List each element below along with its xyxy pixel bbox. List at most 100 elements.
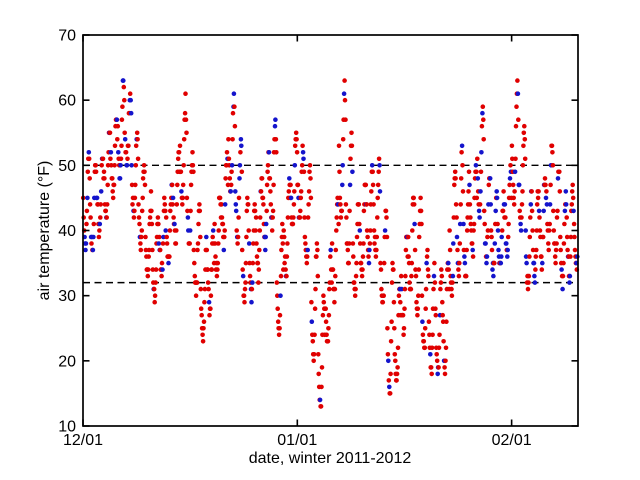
data-point (572, 247, 578, 253)
y-tick-label: 30 (58, 288, 76, 305)
data-point (153, 267, 159, 272)
data-point (277, 326, 282, 331)
data-point (412, 221, 417, 227)
data-point (429, 371, 435, 377)
data-point (87, 202, 93, 207)
data-point (460, 189, 466, 194)
data-point (98, 202, 103, 207)
data-point (421, 339, 427, 344)
data-point (128, 97, 133, 103)
data-point (364, 202, 370, 207)
data-point (527, 234, 533, 240)
data-point (360, 267, 365, 272)
data-point (208, 293, 214, 299)
data-point (188, 208, 193, 214)
data-point (198, 234, 203, 240)
data-point (526, 280, 531, 285)
data-point (99, 163, 104, 168)
data-point (429, 345, 435, 351)
data-point (167, 254, 172, 259)
y-tick-label: 40 (58, 223, 76, 240)
data-point (152, 299, 157, 305)
data-point (272, 123, 278, 129)
data-point (85, 195, 90, 201)
data-point (241, 293, 247, 299)
data-point (462, 254, 467, 259)
data-point (233, 202, 239, 207)
data-point (121, 84, 127, 90)
data-point (187, 228, 193, 233)
data-point (179, 189, 184, 194)
data-point (357, 241, 363, 246)
data-point (245, 202, 251, 207)
data-point (303, 241, 308, 246)
data-point (409, 260, 415, 266)
data-point (266, 150, 272, 155)
data-point (166, 260, 171, 266)
data-point (244, 234, 249, 240)
data-point (572, 234, 577, 240)
data-point (555, 208, 560, 214)
data-point (494, 189, 500, 194)
data-point (377, 189, 383, 194)
data-point (522, 123, 527, 129)
data-point (402, 306, 407, 312)
data-point (440, 319, 446, 325)
data-point (447, 228, 452, 233)
data-point (471, 221, 477, 227)
data-point (133, 143, 139, 149)
data-point (323, 319, 329, 325)
data-point (543, 195, 549, 201)
data-point (493, 208, 499, 214)
data-point (292, 143, 298, 149)
data-point (470, 254, 476, 259)
data-point (247, 273, 253, 279)
data-point (536, 189, 541, 194)
data-point (392, 326, 397, 331)
data-point (505, 234, 511, 240)
data-point (275, 306, 281, 312)
data-point (361, 208, 367, 214)
data-point (442, 371, 448, 377)
data-point (338, 215, 344, 220)
data-point (534, 202, 540, 207)
data-point (304, 260, 310, 266)
axis-ticks (82, 34, 578, 427)
data-point (419, 221, 424, 227)
data-point (306, 189, 312, 194)
data-point (457, 221, 463, 227)
data-point (325, 339, 331, 344)
data-point (188, 182, 194, 188)
data-point (282, 260, 287, 266)
data-point (210, 234, 215, 240)
data-point (234, 228, 239, 233)
data-point (425, 247, 430, 253)
data-point (381, 293, 387, 299)
data-point (508, 163, 513, 168)
data-point (196, 221, 201, 227)
data-point (110, 195, 116, 201)
data-point (367, 241, 373, 246)
data-point (375, 215, 380, 220)
data-point (180, 182, 186, 188)
data-point (454, 215, 459, 220)
data-point (420, 319, 425, 325)
data-point (409, 273, 414, 279)
data-point (515, 78, 520, 83)
data-point (228, 189, 233, 194)
data-point (558, 247, 563, 253)
data-point (237, 163, 243, 168)
data-point (257, 215, 263, 220)
data-point (514, 104, 519, 109)
data-point (98, 215, 103, 220)
data-point (191, 169, 196, 175)
data-point (210, 228, 216, 233)
data-point (140, 195, 145, 201)
data-point (227, 176, 233, 181)
data-point (456, 273, 462, 279)
data-point (352, 293, 358, 299)
data-point (223, 176, 228, 181)
data-point (557, 189, 563, 194)
data-point (540, 234, 546, 240)
data-point (374, 247, 379, 253)
